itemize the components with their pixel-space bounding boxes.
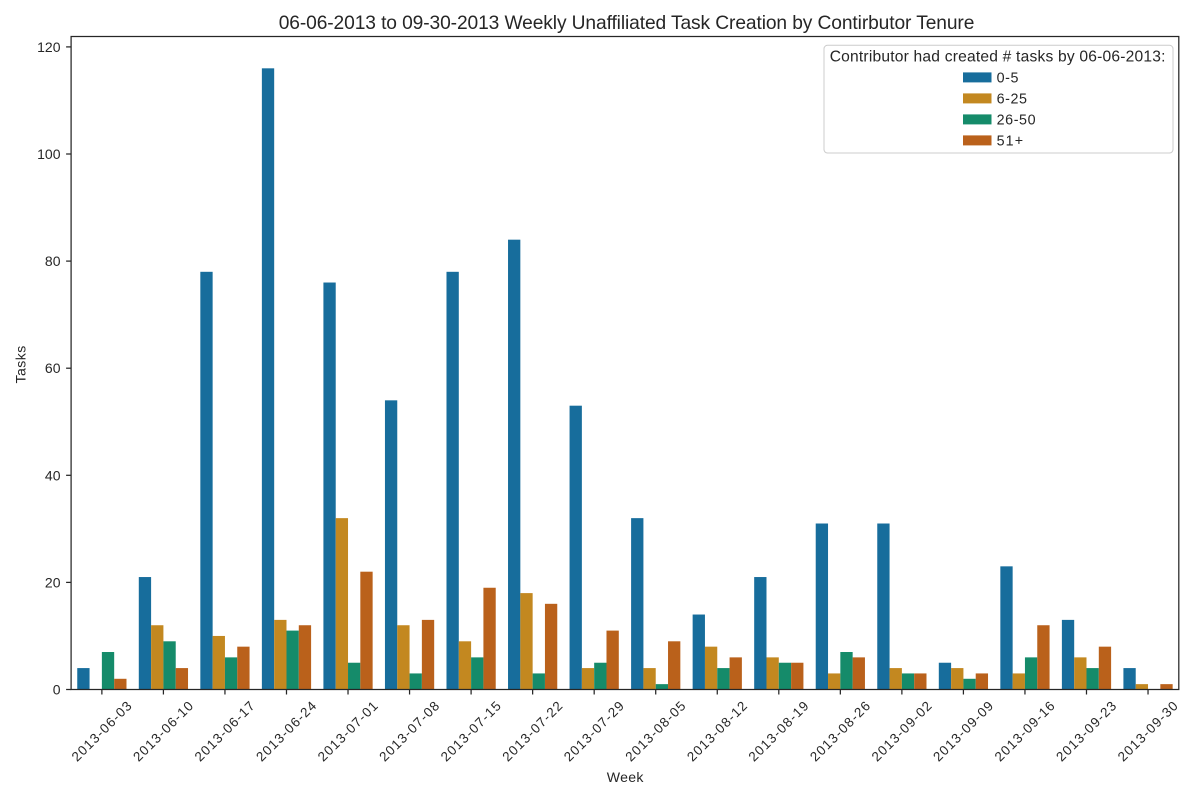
svg-text:40: 40 bbox=[45, 467, 61, 483]
svg-text:60: 60 bbox=[45, 360, 61, 376]
svg-text:120: 120 bbox=[37, 39, 61, 55]
svg-text:Contributor had created # task: Contributor had created # tasks by 06-06… bbox=[830, 49, 1166, 66]
svg-text:Tasks: Tasks bbox=[12, 345, 28, 383]
svg-text:20: 20 bbox=[45, 574, 61, 590]
svg-text:80: 80 bbox=[45, 253, 61, 269]
svg-text:06-06-2013 to 09-30-2013 Weekl: 06-06-2013 to 09-30-2013 Weekly Unaffili… bbox=[279, 13, 975, 34]
svg-text:6-25: 6-25 bbox=[997, 91, 1028, 107]
svg-text:Week: Week bbox=[607, 769, 645, 785]
svg-text:0-5: 0-5 bbox=[997, 70, 1019, 86]
svg-text:51+: 51+ bbox=[997, 133, 1025, 149]
svg-text:26-50: 26-50 bbox=[997, 112, 1037, 128]
svg-text:0: 0 bbox=[53, 682, 61, 698]
svg-text:100: 100 bbox=[37, 146, 61, 162]
